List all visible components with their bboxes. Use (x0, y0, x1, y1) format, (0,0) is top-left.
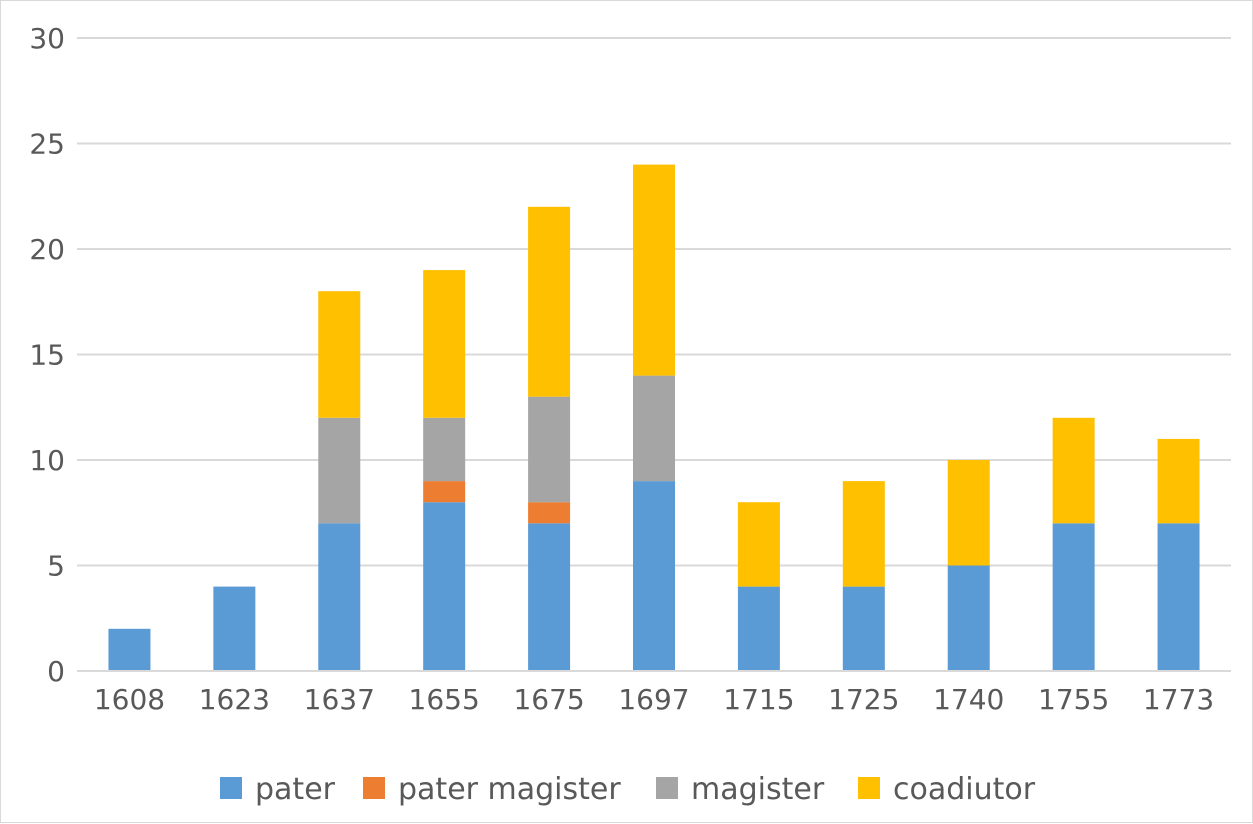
legend-label-magister: magister (691, 772, 825, 807)
y-tick-label: 30 (29, 22, 65, 55)
bar-segment-pater-magister-1675 (528, 502, 571, 524)
bar-segment-coadiutor-1773 (1157, 438, 1200, 524)
legend-swatch-coadiutor (858, 777, 880, 799)
bar-segment-pater-1655 (423, 502, 466, 671)
bar-segment-pater-1637 (318, 523, 361, 671)
x-tick-label: 1725 (828, 683, 899, 716)
legend-label-pater: pater (255, 772, 336, 807)
legend-label-pater-magister: pater magister (398, 772, 621, 807)
x-tick-label: 1755 (1038, 683, 1109, 716)
bar-segment-pater-1675 (528, 523, 571, 671)
legend-swatch-pater (220, 777, 242, 799)
legend-swatch-pater-magister (363, 777, 385, 799)
bar-segment-coadiutor-1697 (633, 164, 675, 376)
bar-segment-coadiutor-1725 (842, 481, 885, 587)
bar-segment-magister-1655 (423, 417, 466, 482)
bar-segment-coadiutor-1675 (528, 206, 571, 397)
bars (108, 164, 1200, 671)
bar-segment-magister-1637 (318, 417, 361, 524)
legend-swatch-magister (656, 777, 678, 799)
bar-segment-pater-1755 (1052, 523, 1095, 671)
bar-segment-pater-1697 (633, 481, 675, 671)
x-axis-tick-labels: 1608 1623 1637 1655 1675 1697 1715 1725 1740 1755… (94, 683, 1214, 716)
bar-segment-magister-1697 (633, 375, 675, 482)
x-tick-label: 1697 (618, 683, 689, 716)
bar-segment-coadiutor-1655 (423, 270, 466, 418)
bar-segment-coadiutor-1715 (737, 502, 780, 587)
y-tick-label: 15 (29, 339, 65, 372)
legend-label-coadiutor: coadiutor (893, 772, 1036, 807)
bar-segment-pater-1715 (737, 586, 780, 671)
bar-segment-coadiutor-1755 (1052, 417, 1095, 524)
bar-segment-pater-magister-1655 (423, 481, 466, 503)
x-tick-label: 1637 (304, 683, 375, 716)
y-axis-tick-labels: 0 5 10 15 20 25 30 (29, 22, 65, 688)
x-tick-label: 1773 (1143, 683, 1214, 716)
x-tick-label: 1740 (933, 683, 1004, 716)
bar-segment-pater-1725 (842, 586, 885, 671)
bar-segment-pater-1740 (947, 565, 990, 671)
y-tick-label: 0 (47, 655, 65, 688)
bar-segment-coadiutor-1740 (947, 460, 990, 566)
bar-segment-magister-1675 (528, 396, 571, 503)
bar-segment-pater-1623 (213, 586, 256, 671)
bar-segment-pater-1773 (1157, 523, 1200, 671)
y-tick-label: 25 (29, 128, 65, 161)
x-tick-label: 1655 (409, 683, 480, 716)
bar-segment-pater-1608 (108, 628, 151, 671)
x-tick-label: 1715 (723, 683, 794, 716)
x-tick-label: 1675 (513, 683, 584, 716)
y-tick-label: 10 (29, 444, 65, 477)
legend: pater pater magister magister coadiutor (220, 772, 1036, 807)
x-tick-label: 1623 (199, 683, 270, 716)
x-tick-label: 1608 (94, 683, 165, 716)
y-tick-label: 5 (47, 550, 65, 583)
y-tick-label: 20 (29, 233, 65, 266)
bar-segment-coadiutor-1637 (318, 291, 361, 418)
